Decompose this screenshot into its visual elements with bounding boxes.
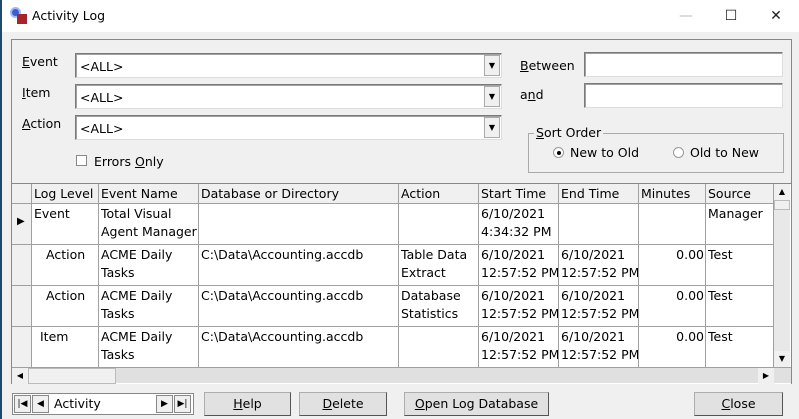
- horizontal-scrollbar[interactable]: ◀ ▶: [12, 367, 791, 384]
- cell-database[interactable]: C:\Data\Accounting.accdb: [199, 286, 399, 327]
- cell-start-time[interactable]: 6/10/2021 12:57:52 PM: [479, 327, 559, 368]
- cell-action[interactable]: Table Data Extract: [399, 245, 479, 286]
- and-date-input[interactable]: [584, 83, 783, 108]
- window-title: Activity Log: [32, 8, 106, 23]
- last-record-icon[interactable]: ▶|: [174, 395, 191, 413]
- action-label: Action: [22, 116, 62, 131]
- cell-start-time[interactable]: 6/10/2021 4:34:32 PM: [479, 204, 559, 245]
- column-header-action[interactable]: Action: [399, 184, 479, 204]
- item-value: <ALL>: [80, 90, 124, 105]
- column-header-log-level[interactable]: Log Level: [32, 184, 99, 204]
- navigator-value[interactable]: Activity: [54, 396, 101, 411]
- app-icon: [10, 7, 27, 24]
- vertical-scrollbar[interactable]: ▲ ▼: [774, 184, 790, 367]
- cell-start-time[interactable]: 6/10/2021 12:57:52 PM: [479, 286, 559, 327]
- cell-minutes[interactable]: 0.00: [639, 286, 706, 327]
- cell-event-name[interactable]: ACME Daily Tasks: [99, 327, 199, 368]
- column-header-event-name[interactable]: Event Name: [99, 184, 199, 204]
- cell-end-time[interactable]: 6/10/2021 12:57:52 PM: [559, 327, 639, 368]
- event-value: <ALL>: [80, 59, 124, 74]
- cell-end-time[interactable]: 6/10/2021 12:57:52 PM: [559, 286, 639, 327]
- cell-log-level[interactable]: Event: [32, 204, 99, 245]
- title-bar: Activity Log — ☐ ✕: [2, 0, 799, 32]
- cell-database[interactable]: C:\Data\Accounting.accdb: [199, 327, 399, 368]
- row-selector[interactable]: [12, 286, 32, 327]
- new-to-old-label[interactable]: New to Old: [570, 145, 640, 160]
- cell-minutes[interactable]: 0.00: [639, 245, 706, 286]
- maximize-button[interactable]: ☐: [724, 8, 738, 24]
- cell-action[interactable]: [399, 204, 479, 245]
- cell-action[interactable]: [399, 327, 479, 368]
- cell-end-time[interactable]: 6/10/2021 12:57:52 PM: [559, 245, 639, 286]
- sort-order-group: [528, 133, 784, 173]
- between-date-input[interactable]: [584, 52, 783, 77]
- action-combo[interactable]: <ALL> ▼: [75, 115, 502, 140]
- record-navigator: |◀ ◀ Activity ▶ ▶|: [12, 393, 194, 415]
- column-header-source[interactable]: Source: [706, 184, 774, 204]
- new-to-old-radio[interactable]: [553, 147, 564, 158]
- cell-source[interactable]: Test: [706, 245, 774, 286]
- scroll-right-icon[interactable]: ▶: [758, 368, 774, 384]
- scroll-left-icon[interactable]: ◀: [12, 368, 28, 384]
- cell-database[interactable]: C:\Data\Accounting.accdb: [199, 245, 399, 286]
- dropdown-arrow-icon[interactable]: ▼: [484, 117, 500, 138]
- help-button[interactable]: Help: [204, 392, 291, 416]
- close-button[interactable]: Close: [694, 392, 783, 416]
- cell-source[interactable]: Manager: [706, 204, 774, 245]
- cell-log-level[interactable]: Action: [32, 286, 99, 327]
- column-header-end-time[interactable]: End Time: [559, 184, 639, 204]
- cell-log-level[interactable]: Action: [32, 245, 99, 286]
- cell-source[interactable]: Test: [706, 327, 774, 368]
- cell-database[interactable]: [199, 204, 399, 245]
- sort-order-legend: Sort Order: [534, 125, 604, 140]
- cell-minutes[interactable]: [639, 204, 706, 245]
- minimize-button[interactable]: —: [679, 8, 693, 24]
- cell-event-name[interactable]: ACME Daily Tasks: [99, 245, 199, 286]
- action-value: <ALL>: [80, 121, 124, 136]
- column-header-minutes[interactable]: Minutes: [639, 184, 706, 204]
- close-window-button[interactable]: ✕: [770, 8, 782, 24]
- scroll-up-icon[interactable]: ▲: [774, 184, 790, 200]
- hscroll-thumb[interactable]: [28, 368, 116, 384]
- event-label: Event: [22, 54, 58, 69]
- dropdown-arrow-icon[interactable]: ▼: [484, 86, 500, 107]
- old-to-new-radio[interactable]: [673, 147, 684, 158]
- first-record-icon[interactable]: |◀: [14, 395, 31, 413]
- item-label: Item: [22, 85, 51, 100]
- header-selector: [12, 184, 32, 204]
- previous-record-icon[interactable]: ◀: [32, 395, 49, 413]
- between-label: Between: [520, 58, 575, 73]
- column-header-start-time[interactable]: Start Time: [479, 184, 559, 204]
- cell-event-name[interactable]: Total Visual Agent Manager: [99, 204, 199, 245]
- dropdown-arrow-icon[interactable]: ▼: [484, 55, 500, 76]
- and-label: and: [520, 87, 544, 102]
- cell-minutes[interactable]: 0.00: [639, 327, 706, 368]
- old-to-new-label[interactable]: Old to New: [690, 145, 760, 160]
- errors-only-checkbox[interactable]: [76, 155, 87, 166]
- cell-start-time[interactable]: 6/10/2021 12:57:52 PM: [479, 245, 559, 286]
- cell-end-time[interactable]: [559, 204, 639, 245]
- current-record-icon: ▶: [17, 216, 25, 227]
- scroll-thumb[interactable]: [774, 200, 790, 210]
- cell-log-level[interactable]: Item: [32, 327, 99, 368]
- cell-source[interactable]: Test: [706, 286, 774, 327]
- row-selector[interactable]: ▶: [12, 204, 32, 245]
- row-selector[interactable]: [12, 327, 32, 368]
- activity-grid: Log Level Event Name Database or Directory…: [12, 183, 791, 384]
- column-header-database[interactable]: Database or Directory: [199, 184, 399, 204]
- cell-action[interactable]: Database Statistics: [399, 286, 479, 327]
- cell-event-name[interactable]: ACME Daily Tasks: [99, 286, 199, 327]
- open-log-database-button[interactable]: Open Log Database: [404, 392, 549, 416]
- item-combo[interactable]: <ALL> ▼: [75, 84, 502, 109]
- row-selector[interactable]: [12, 245, 32, 286]
- event-combo[interactable]: <ALL> ▼: [75, 53, 502, 78]
- delete-button[interactable]: Delete: [299, 392, 387, 416]
- errors-only-label[interactable]: Errors Only: [94, 154, 164, 169]
- next-record-icon[interactable]: ▶: [156, 395, 173, 413]
- scroll-down-icon[interactable]: ▼: [774, 351, 790, 367]
